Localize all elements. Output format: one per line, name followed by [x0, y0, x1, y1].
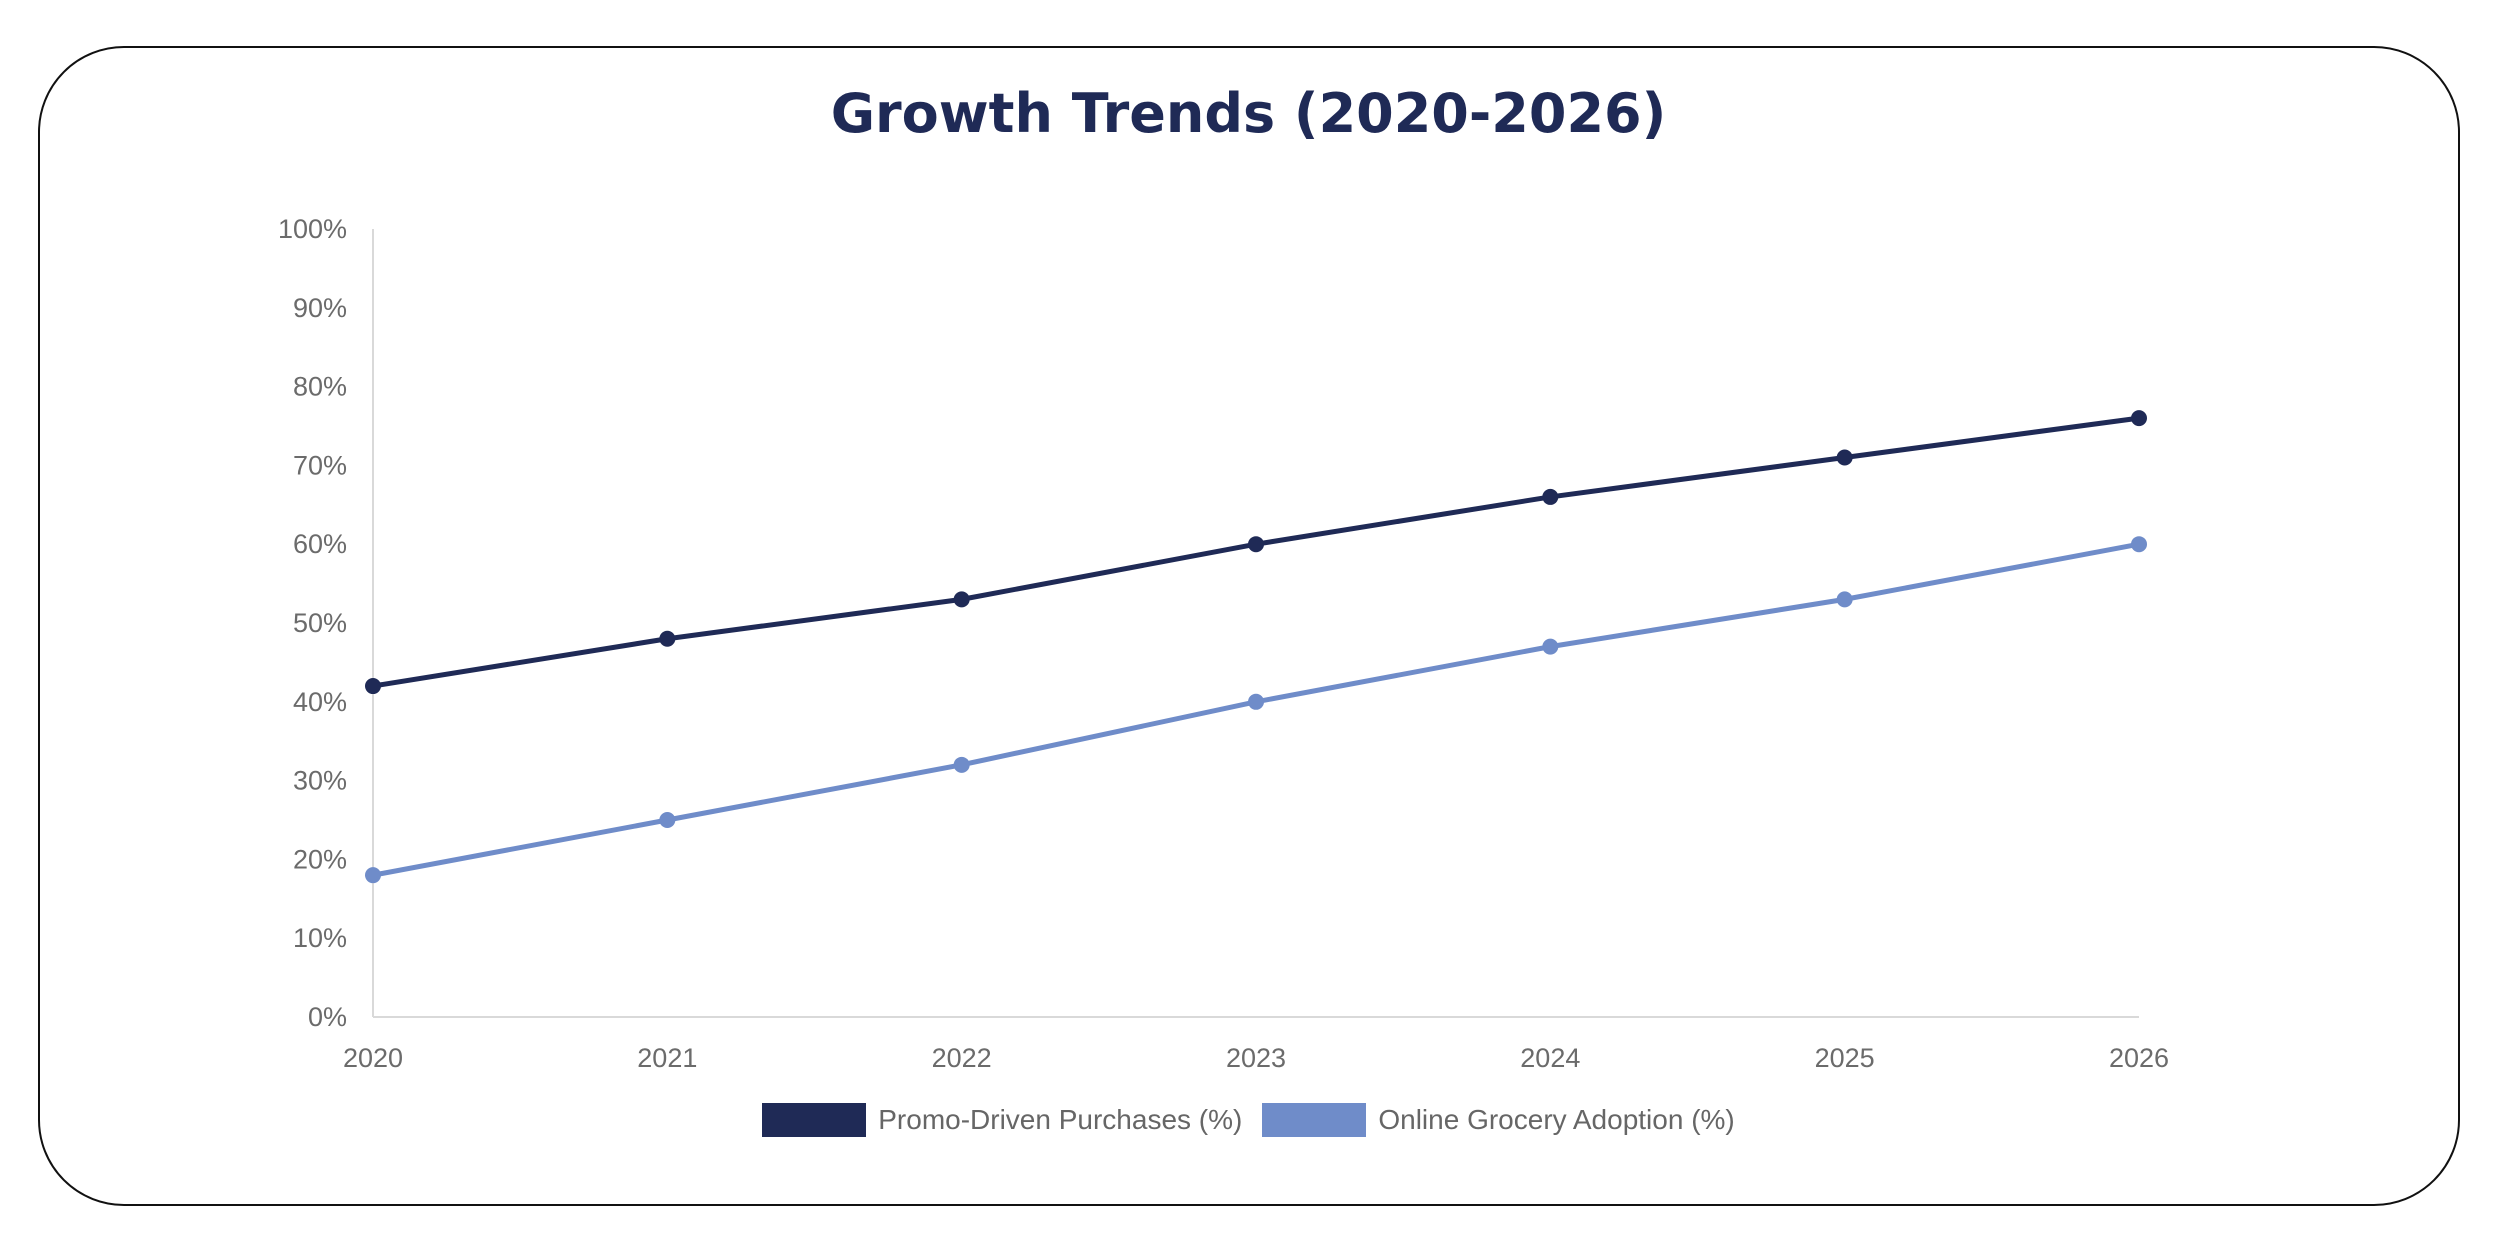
x-tick-label: 2021 — [637, 1043, 697, 1073]
series-lines — [365, 410, 2147, 884]
y-tick-label: 10% — [293, 923, 347, 953]
data-point — [953, 756, 970, 773]
data-point — [2131, 536, 2147, 553]
y-tick-label: 70% — [293, 450, 347, 480]
legend-label-promo: Promo-Driven Purchases (%) — [878, 1104, 1243, 1135]
series-0 — [365, 410, 2147, 695]
y-tick-label: 80% — [293, 372, 347, 402]
data-point — [1836, 449, 1853, 466]
y-tick-label: 40% — [293, 687, 347, 717]
y-tick-label: 0% — [308, 1002, 347, 1032]
x-tick-label: 2024 — [1520, 1043, 1580, 1073]
data-point — [2131, 410, 2147, 427]
x-tick-label: 2025 — [1815, 1043, 1875, 1073]
y-tick-label: 50% — [293, 608, 347, 638]
legend-item-promo: Promo-Driven Purchases (%) — [762, 1103, 1242, 1137]
axes — [372, 229, 2139, 1018]
data-point — [1248, 693, 1264, 710]
y-tick-label: 30% — [293, 766, 347, 796]
data-point — [953, 591, 970, 608]
legend-label-online: Online Grocery Adoption (%) — [1378, 1104, 1735, 1135]
data-point — [1542, 488, 1559, 505]
data-point — [659, 630, 676, 647]
x-tick-label: 2022 — [932, 1043, 992, 1073]
y-tick-label: 20% — [293, 844, 347, 874]
x-tick-label: 2020 — [343, 1043, 403, 1073]
data-point — [365, 678, 381, 695]
series-1 — [365, 536, 2147, 884]
chart-title: Growth Trends (2020-2026) — [830, 82, 1667, 145]
legend: Promo-Driven Purchases (%) Online Grocer… — [0, 1103, 2497, 1137]
data-point — [365, 867, 381, 884]
y-tick-label: 90% — [293, 293, 347, 323]
chart-card — [38, 46, 2460, 1206]
legend-swatch-online — [1262, 1103, 1367, 1137]
y-tick-label: 100% — [278, 214, 347, 244]
data-point — [659, 812, 676, 828]
x-tick-label: 2026 — [2109, 1043, 2169, 1073]
x-tick-label: 2023 — [1226, 1043, 1286, 1073]
data-point — [1542, 638, 1559, 655]
y-tick-label: 60% — [293, 529, 347, 559]
x-axis-ticks: 2020 2021 2022 2023 2024 2025 2026 — [343, 1043, 2169, 1073]
y-axis-ticks: 0% 10% 20% 30% 40% 50% 60% 70% 80% 90% 100% — [278, 214, 347, 1032]
legend-swatch-promo — [762, 1103, 867, 1137]
data-point — [1836, 591, 1853, 608]
legend-item-online: Online Grocery Adoption (%) — [1262, 1103, 1735, 1137]
data-point — [1248, 536, 1264, 553]
